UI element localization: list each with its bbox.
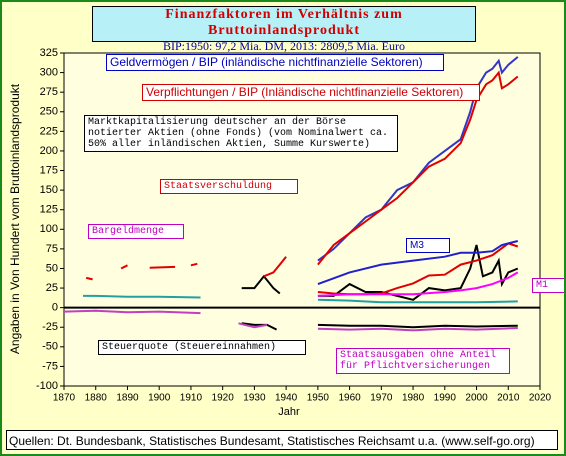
x-tick-label: 2010 [497,393,520,404]
annotation: Bargeldmenge [88,224,184,239]
series-line [63,309,518,332]
y-tick-label: 100 [40,223,58,235]
x-tick-label: 1900 [148,393,171,404]
y-tick-label: 300 [40,66,58,78]
annotation: M3 [406,238,450,253]
annotation: Staatsverschuldung [160,179,298,194]
series-line [317,240,519,286]
x-tick-label: 1920 [212,393,235,404]
series-line [85,242,519,296]
series-line [241,322,518,331]
plot-area [63,52,541,387]
x-tick-label: 2000 [465,393,488,404]
annotation: Marktkapitalisierung deutscher an der Bö… [84,115,398,152]
x-tick-label: 1950 [307,393,330,404]
series-line [317,56,519,262]
y-tick-label: -100 [36,380,58,392]
y-tick-label: 250 [40,106,58,118]
series-line [317,271,519,297]
y-tick-label: 25 [46,282,58,294]
x-tick-label: 1990 [434,393,457,404]
y-tick-label: 325 [40,47,58,59]
y-tick-label: -75 [42,360,58,372]
series-line [317,70,519,266]
x-tick-label: 1890 [116,393,139,404]
y-axis-label: Angaben in Von Hundert vom Bruttoinlands… [8,83,22,354]
title-box: Finanzfaktoren im Verhältnis zum Bruttoi… [92,6,476,53]
chart-subtitle: BIP:1950: 97,2 Mia. DM, 2013: 2809,5 Mia… [163,39,405,53]
y-tick-label: 150 [40,184,58,196]
x-tick-label: 1970 [370,393,393,404]
x-tick-label: 1880 [85,393,108,404]
annotation: Staatsausgaben ohne Anteil für Pflichtve… [336,348,510,374]
annotation: Steuerquote (Steuereinnahmen) [98,340,306,355]
x-tick-label: 1930 [243,393,266,404]
y-tick-label: 75 [46,243,58,255]
y-tick-label: -25 [42,321,58,333]
x-tick-label: 1960 [338,393,361,404]
y-tick-label: 225 [40,125,58,137]
y-tick-label: -50 [42,341,58,353]
annotation: M1 [532,278,564,293]
chart-title: Finanzfaktoren im Verhältnis zum Bruttoi… [165,7,403,38]
annotation: Geldvermögen / BIP (inländische nichtfin… [106,54,444,71]
y-tick-label: 175 [40,164,58,176]
x-tick-label: 1980 [402,393,425,404]
x-tick-label: 1870 [53,393,76,404]
x-tick-label: 1940 [275,393,298,404]
y-tick-label: 200 [40,145,58,157]
y-tick-label: 275 [40,86,58,98]
x-tick-label: 2020 [529,393,552,404]
series-line [83,294,518,304]
y-tick-label: 0 [52,302,58,314]
x-axis-label: Jahr [278,406,300,418]
footer: Quellen: Dt. Bundesbank, Statistisches B… [6,430,558,450]
y-tick-label: 50 [46,262,58,274]
annotation: Verpflichtungen / BIP (Inländische nicht… [142,84,480,101]
x-tick-label: 1910 [180,393,203,404]
y-tick-label: 125 [40,204,58,216]
